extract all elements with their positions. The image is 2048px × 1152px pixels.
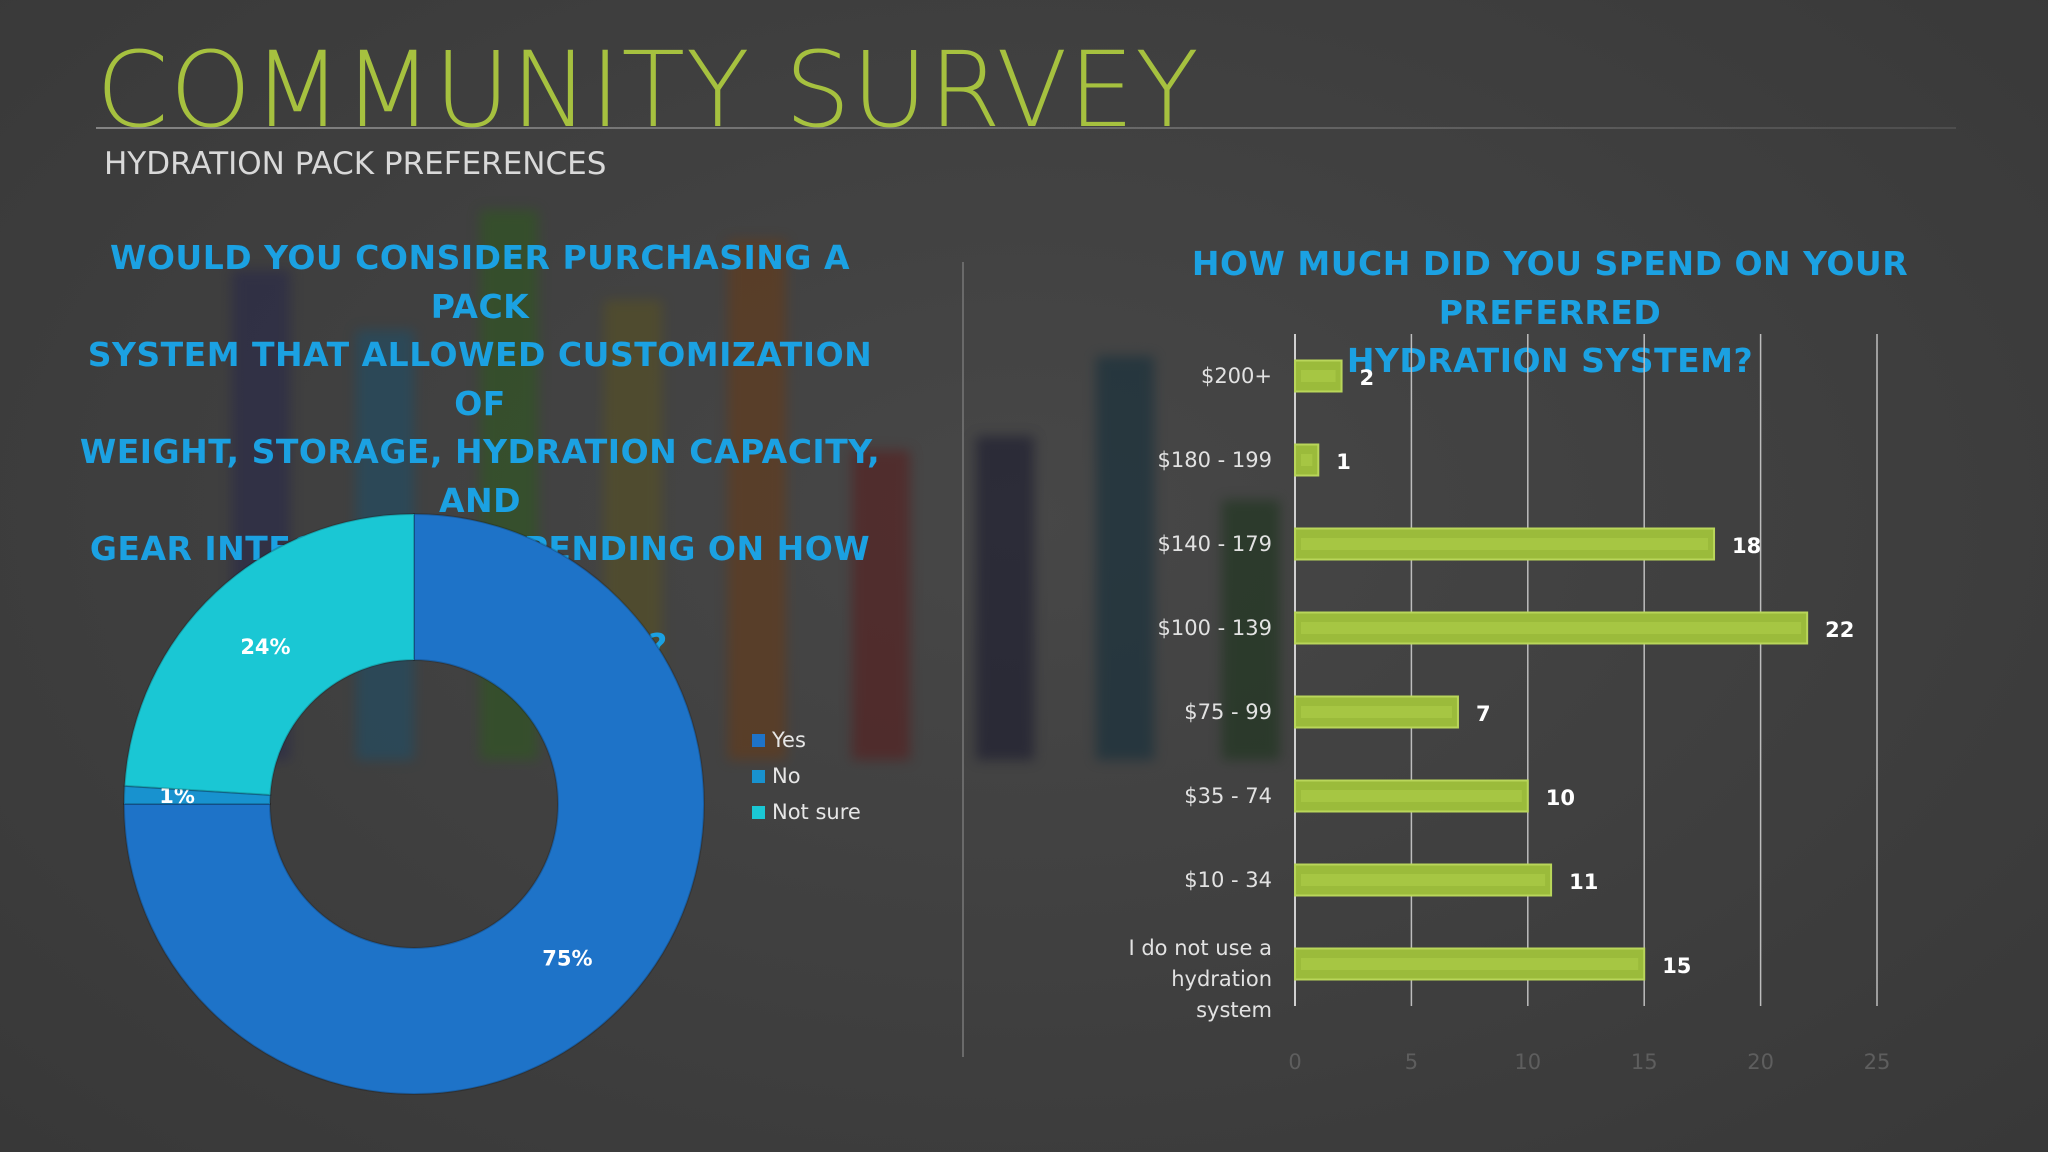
donut-data-label: 75% <box>542 946 592 970</box>
legend-label-not-sure: Not sure <box>772 800 861 824</box>
bar-data-label: 11 <box>1569 870 1598 894</box>
legend-item-no: No <box>752 758 861 794</box>
bar-highlight <box>1301 958 1639 970</box>
bar-title-line: HYDRATION SYSTEM? <box>1346 341 1754 380</box>
bar-chart-title: HOW MUCH DID YOU SPEND ON YOUR PREFERRED… <box>1100 240 2000 386</box>
page-title: COMMUNITY SURVEY <box>96 29 1200 151</box>
bar-category-label: $35 - 74 <box>1022 781 1272 812</box>
bar-data-label: 7 <box>1476 702 1491 726</box>
bar-data-label: 15 <box>1662 954 1691 978</box>
legend-swatch-yes <box>752 733 765 747</box>
bar-category-label-line: $140 - 179 <box>1157 531 1272 556</box>
donut-slice-yes <box>122 512 705 1095</box>
legend-label-yes: Yes <box>772 728 806 752</box>
bar-highlight <box>1301 874 1546 886</box>
donut-title-line: WOULD YOU CONSIDER PURCHASING A PACK <box>109 238 851 326</box>
bar-highlight <box>1301 790 1522 802</box>
bar-category-label-line: $200+ <box>1200 363 1272 388</box>
bar-data-label: 18 <box>1732 534 1761 558</box>
background-ghost-bar <box>976 436 1034 760</box>
bar-category-label-line: $100 - 139 <box>1157 615 1272 640</box>
background-ghost-bar <box>728 240 786 760</box>
bar-category-label: $200+ <box>1022 361 1272 392</box>
bar-category-label: $140 - 179 <box>1022 529 1272 560</box>
page-subtitle: HYDRATION PACK PREFERENCES <box>104 146 607 182</box>
bar-x-tick-label: 0 <box>1288 1050 1301 1074</box>
donut-title-line: SYSTEM THAT ALLOWED CUSTOMIZATION OF <box>87 335 873 423</box>
donut-slice-not-sure <box>123 512 415 797</box>
bar-category-label-line: $180 - 199 <box>1157 447 1272 472</box>
bar-category-label: I do not use a hydration system <box>1022 933 1272 1026</box>
bar-data-label: 1 <box>1336 450 1351 474</box>
title-rule <box>96 127 1956 129</box>
bar-highlight <box>1301 706 1452 718</box>
legend-swatch-not-sure <box>752 805 765 819</box>
section-divider <box>962 262 964 1057</box>
bar-highlight <box>1301 454 1313 466</box>
background-ghost-bar <box>1222 500 1280 760</box>
donut-data-label: 24% <box>240 635 290 659</box>
bar-x-tick-label: 25 <box>1864 1050 1891 1074</box>
bar-highlight <box>1301 538 1709 550</box>
bar-x-tick-label: 15 <box>1631 1050 1658 1074</box>
bar-category-label-line: $75 - 99 <box>1184 699 1272 724</box>
donut-chart: 75%1%24% <box>122 512 705 1095</box>
bar-x-tick-label: 5 <box>1405 1050 1418 1074</box>
bar-category-label: $180 - 199 <box>1022 445 1272 476</box>
donut-title-line: WEIGHT, STORAGE, HYDRATION CAPACITY, AND <box>79 432 881 520</box>
background-ghost-bar <box>852 450 910 760</box>
background-ghost-bar <box>1096 356 1154 760</box>
bar-data-label: 10 <box>1546 786 1575 810</box>
bar-x-tick-label: 20 <box>1747 1050 1774 1074</box>
legend-swatch-no <box>752 769 765 783</box>
bar-category-label-line: $10 - 34 <box>1184 867 1272 892</box>
bar-category-label-line: $35 - 74 <box>1184 783 1272 808</box>
legend-label-no: No <box>772 764 801 788</box>
bar-data-label: 2 <box>1360 366 1375 390</box>
bar-title-line: HOW MUCH DID YOU SPEND ON YOUR PREFERRED <box>1191 244 1909 332</box>
bar-category-label-line: I do not use a hydration <box>1128 936 1272 991</box>
donut-legend: Yes No Not sure <box>752 722 861 830</box>
bar-category-label: $75 - 99 <box>1022 697 1272 728</box>
bar-category-label-line: system <box>1196 998 1272 1022</box>
bar-category-label: $100 - 139 <box>1022 613 1272 644</box>
bar-data-label: 22 <box>1825 618 1854 642</box>
bar-highlight <box>1301 622 1802 634</box>
legend-item-not-sure: Not sure <box>752 794 861 830</box>
bar-x-tick-label: 10 <box>1514 1050 1541 1074</box>
bar-highlight <box>1301 370 1336 382</box>
bar-category-label: $10 - 34 <box>1022 865 1272 896</box>
legend-item-yes: Yes <box>752 722 861 758</box>
